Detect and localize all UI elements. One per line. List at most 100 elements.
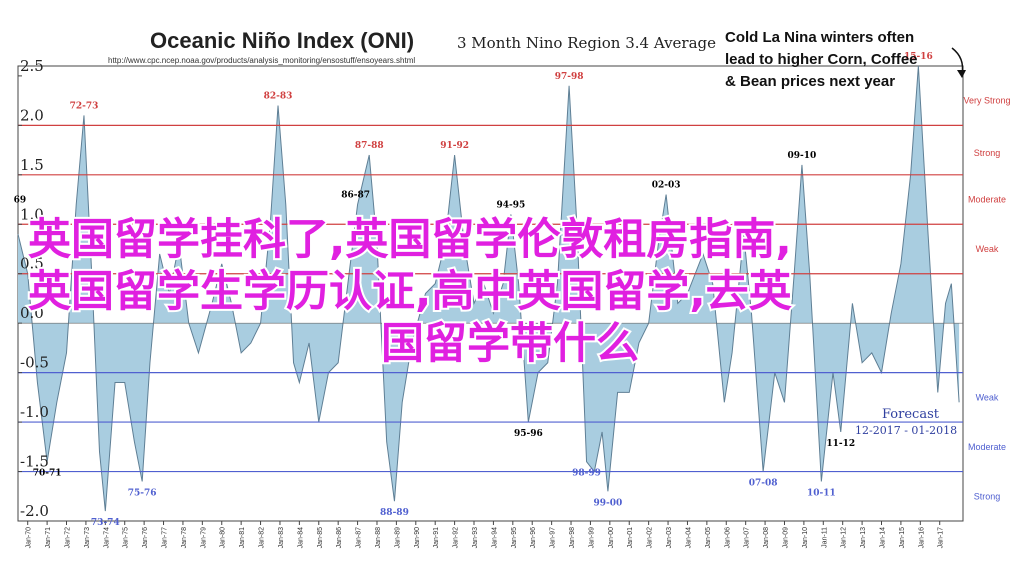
x-tick-label: Jan-13 bbox=[860, 527, 867, 549]
event-label: 09-10 bbox=[788, 151, 817, 161]
overlay-text: 英国留学生学历认证,高中英国留学,去英 bbox=[28, 267, 793, 317]
x-tick-label: Jan-03 bbox=[666, 527, 673, 549]
x-tick-label: Jan-01 bbox=[627, 527, 634, 549]
event-label: 91-92 bbox=[440, 141, 469, 151]
event-label: 15-16 bbox=[904, 52, 933, 62]
overlay-text: 英国留学挂科了,英国留学伦敦租房指南, bbox=[28, 215, 792, 265]
x-tick-label: Jan-87 bbox=[356, 527, 363, 549]
event-label: 88-89 bbox=[380, 508, 409, 518]
oni-line bbox=[17, 65, 960, 512]
event-label: 97-98 bbox=[555, 72, 584, 82]
x-tick-label: Jan-00 bbox=[608, 527, 615, 549]
x-tick-label: Jan-16 bbox=[918, 527, 925, 549]
band-label: Weak bbox=[976, 392, 999, 402]
x-tick-label: Jan-83 bbox=[278, 527, 285, 549]
x-tick-label: Jan-72 bbox=[65, 527, 72, 549]
x-tick-label: Jan-11 bbox=[821, 527, 828, 548]
y-tick-label: -2.0 bbox=[20, 502, 49, 520]
x-tick-label: Jan-10 bbox=[802, 527, 809, 549]
overlay-text: 国留学带什么 bbox=[381, 319, 639, 369]
x-tick-label: Jan-80 bbox=[220, 527, 227, 549]
x-tick-label: Jan-78 bbox=[181, 527, 188, 549]
callout: Cold La Nina winters often lead to highe… bbox=[725, 29, 918, 90]
event-label: 95-96 bbox=[514, 429, 543, 439]
x-tick-label: Jan-86 bbox=[336, 527, 343, 549]
x-tick-label: Jan-07 bbox=[744, 527, 751, 549]
x-tick-label: Jan-84 bbox=[297, 527, 304, 549]
x-tick-label: Jan-77 bbox=[162, 527, 169, 549]
x-tick-label: Jan-74 bbox=[103, 527, 110, 549]
band-label: Strong bbox=[974, 148, 1001, 158]
chart-title: Oceanic Niño Index (ONI) bbox=[150, 28, 414, 53]
band-label: Moderate bbox=[968, 442, 1006, 452]
source-url: http://www.cpc.ncep.noaa.gov/products/an… bbox=[108, 56, 415, 65]
y-tick-label: -1.0 bbox=[20, 403, 49, 421]
event-label: 73-74 bbox=[91, 518, 120, 528]
forecast-label: Forecast bbox=[882, 407, 940, 422]
x-tick-label: Jan-73 bbox=[84, 527, 91, 549]
x-tick-label: Jan-71 bbox=[45, 527, 52, 549]
x-tick-label: Jan-88 bbox=[375, 527, 382, 549]
x-tick-label: Jan-82 bbox=[259, 527, 266, 549]
x-tick-label: Jan-04 bbox=[685, 527, 692, 549]
event-label: 99-00 bbox=[593, 498, 622, 508]
x-tick-label: Jan-08 bbox=[763, 527, 770, 549]
event-label: 98-99 bbox=[572, 469, 601, 479]
x-tick-label: Jan-76 bbox=[142, 527, 149, 549]
x-tick-label: Jan-79 bbox=[200, 527, 207, 549]
x-tick-label: Jan-02 bbox=[647, 527, 654, 549]
x-tick-label: Jan-75 bbox=[123, 527, 130, 549]
event-label: 02-03 bbox=[652, 181, 681, 191]
x-tick-label: Jan-05 bbox=[705, 527, 712, 549]
x-tick-label: Jan-90 bbox=[414, 527, 421, 549]
x-tick-label: Jan-15 bbox=[899, 527, 906, 549]
x-tick-label: Jan-06 bbox=[724, 527, 731, 549]
y-tick-label: -1.5 bbox=[20, 453, 49, 471]
x-tick-label: Jan-85 bbox=[317, 527, 324, 549]
x-tick-label: Jan-14 bbox=[880, 527, 887, 549]
x-tick-label: Jan-12 bbox=[841, 527, 848, 549]
band-label: Very Strong bbox=[963, 96, 1010, 106]
x-tick-label: Jan-09 bbox=[782, 527, 789, 549]
event-label: 86-87 bbox=[341, 190, 370, 200]
plot: 2.5 2.0 1.5 1.0 0.5 0.0 -0.5 -1.0 -1.5 -2.0 69 72-7… bbox=[14, 52, 963, 528]
y-tick-label: 2.5 bbox=[20, 57, 44, 75]
x-tick-label: Jan-95 bbox=[511, 527, 518, 549]
y-tick-label: 2.0 bbox=[20, 106, 44, 124]
event-label: 72-73 bbox=[70, 101, 99, 111]
event-label: 75-76 bbox=[128, 488, 157, 498]
band-label: Strong bbox=[974, 491, 1001, 501]
callout-arrowhead bbox=[957, 70, 966, 78]
x-tick-label: Jan-89 bbox=[394, 527, 401, 549]
y-tick-label: 0.5 bbox=[20, 255, 44, 273]
y-tick-label: 1.5 bbox=[20, 156, 44, 174]
y-tick-label: 0.0 bbox=[20, 304, 44, 322]
y-tick-label: 1.0 bbox=[20, 205, 44, 223]
x-tick-label: Jan-92 bbox=[453, 527, 460, 549]
x-tick-label: Jan-97 bbox=[550, 527, 557, 549]
callout-line: Cold La Nina winters often bbox=[725, 29, 914, 46]
x-tick-label: Jan-81 bbox=[239, 527, 246, 549]
event-label: 10-11 bbox=[807, 488, 836, 498]
x-tick-label: Jan-96 bbox=[530, 527, 537, 549]
x-tick-label: Jan-94 bbox=[491, 527, 498, 549]
chart-subtitle: 3 Month Nino Region 3.4 Average bbox=[457, 34, 716, 52]
callout-line: & Bean prices next year bbox=[725, 73, 895, 90]
event-label: 82-83 bbox=[264, 92, 293, 102]
x-tick-label: Jan-99 bbox=[588, 527, 595, 549]
x-tick-label: Jan-70 bbox=[26, 527, 33, 549]
band-label: Moderate bbox=[968, 195, 1006, 205]
event-label: 87-88 bbox=[355, 141, 384, 151]
event-label: 11-12 bbox=[826, 439, 855, 449]
y-tick-label: -0.5 bbox=[20, 354, 49, 372]
callout-line: lead to higher Corn, Coffee bbox=[725, 51, 918, 68]
x-tick-label: Jan-17 bbox=[938, 527, 945, 549]
event-label: 69 bbox=[14, 195, 27, 205]
event-label: 94-95 bbox=[496, 200, 525, 210]
event-label: 70-71 bbox=[33, 469, 62, 479]
forecast-range: 12-2017 - 01-2018 bbox=[855, 424, 957, 437]
x-tick-label: Jan-98 bbox=[569, 527, 576, 549]
x-tick-label: Jan-93 bbox=[472, 527, 479, 549]
band-label: Weak bbox=[976, 244, 999, 254]
